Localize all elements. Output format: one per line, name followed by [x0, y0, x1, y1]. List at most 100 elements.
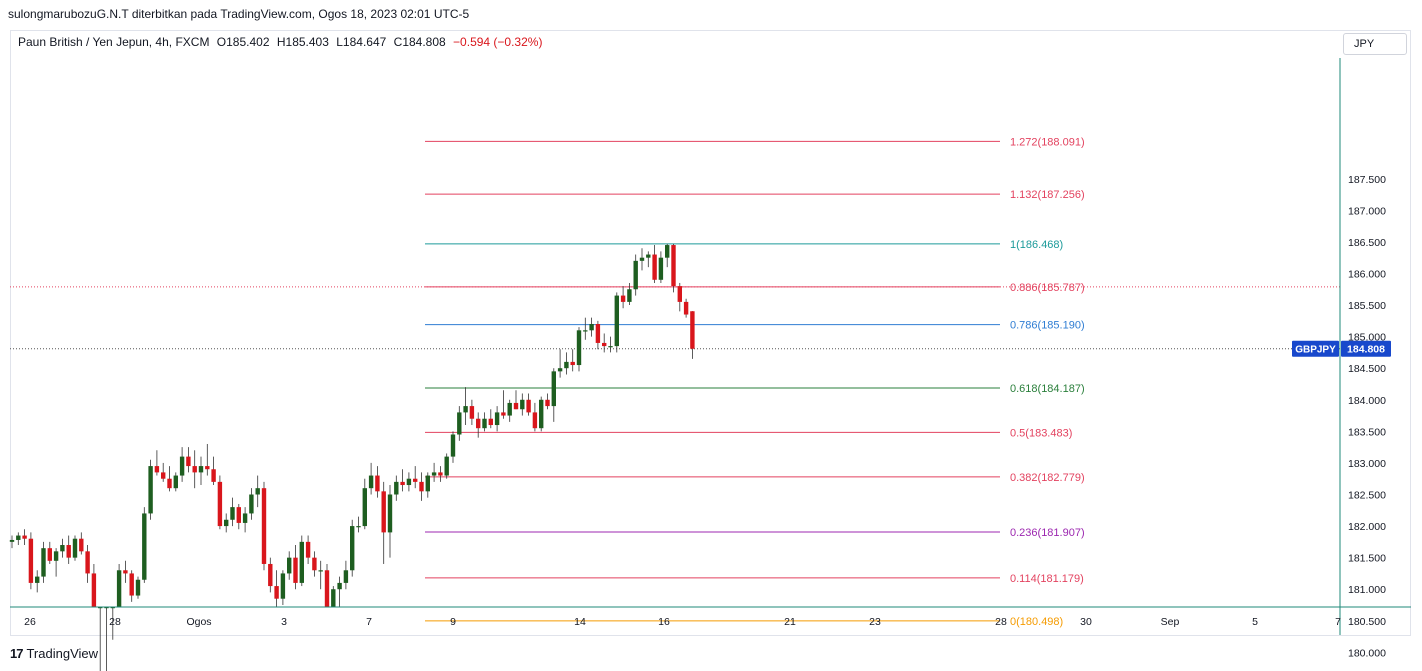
- candle-body: [173, 475, 178, 489]
- candle-body: [47, 548, 52, 561]
- candle-body: [35, 576, 40, 583]
- fib-level-0.618: 0.618(184.187): [425, 383, 1085, 395]
- candle: [463, 387, 468, 426]
- fib-label: 1.272(188.091): [1010, 136, 1085, 148]
- candle-body: [526, 399, 531, 413]
- candle-body: [413, 478, 418, 482]
- tradingview-logo[interactable]: 17 TradingView: [10, 646, 98, 661]
- candle: [683, 298, 689, 318]
- candle: [312, 551, 317, 577]
- candle: [343, 560, 349, 590]
- fib-level-1.272: 1.272(188.091): [425, 136, 1085, 148]
- candle-body: [72, 538, 78, 558]
- candle: [72, 535, 78, 561]
- candle: [356, 516, 361, 533]
- time-tick-label: Sep: [1161, 616, 1180, 628]
- candle-body: [387, 494, 393, 533]
- price-tick-label: 187.000: [1348, 205, 1386, 217]
- candle-body: [576, 330, 582, 366]
- candle: [375, 466, 380, 498]
- candle: [576, 327, 582, 372]
- price-tick-label: 183.000: [1348, 458, 1386, 470]
- candle-body: [274, 586, 279, 599]
- candle-body: [186, 456, 191, 467]
- time-tick-label: 21: [784, 616, 796, 628]
- candle-body: [268, 563, 273, 587]
- price-lines: [10, 286, 1340, 350]
- currency-selector[interactable]: JPY: [1343, 33, 1407, 55]
- candle: [217, 475, 223, 530]
- fibonacci-retracement[interactable]: 1.272(188.091) 1.132(187.256) 1(186.468) 0.…: [425, 136, 1085, 628]
- candle-body: [450, 434, 456, 457]
- candle-body: [671, 245, 676, 287]
- candle-body: [431, 472, 437, 476]
- candle-body: [123, 570, 128, 574]
- candle-body: [539, 399, 544, 429]
- candle: [255, 475, 260, 508]
- candle: [438, 466, 443, 482]
- fib-label: 0.114(181.179): [1010, 573, 1084, 585]
- candle-body: [167, 478, 172, 489]
- candle-body: [444, 456, 449, 476]
- candle-body: [665, 245, 670, 258]
- candle-body: [545, 399, 550, 407]
- time-tick-label: 9: [450, 616, 456, 628]
- symbol-name: Paun British / Yen Jepun, 4h, FXCM: [18, 35, 210, 49]
- time-tick-label: 28: [109, 616, 121, 628]
- candle: [305, 535, 311, 564]
- candle-body: [457, 412, 462, 435]
- candle: [545, 393, 550, 410]
- candle-body: [394, 481, 399, 495]
- chart-frame[interactable]: [10, 30, 1411, 636]
- candle-body: [614, 295, 619, 347]
- candle-body: [494, 412, 500, 426]
- price-tick-label: 185.000: [1348, 332, 1386, 344]
- published-by-text: sulongmarubozuG.N.T diterbitkan pada Tra…: [8, 7, 470, 21]
- candle: [633, 254, 638, 296]
- candle: [677, 282, 682, 312]
- price-axis[interactable]: 179.500180.000180.500181.000181.500182.0…: [1339, 58, 1386, 671]
- candle-body: [318, 570, 323, 572]
- candle: [532, 402, 538, 432]
- fib-label: 0.236(181.907): [1010, 527, 1085, 539]
- candle-body: [305, 541, 311, 558]
- price-tick-label: 180.000: [1348, 647, 1386, 659]
- time-axis[interactable]: 26 28 Ogos 3 7 9 14 16 21 23 28 30 Sep 5 7: [10, 606, 1411, 628]
- candle: [91, 563, 97, 607]
- candle-body: [331, 589, 336, 607]
- candle: [350, 519, 355, 577]
- candle-body: [677, 286, 682, 302]
- candle: [28, 532, 34, 590]
- candle: [9, 535, 15, 549]
- candle: [142, 507, 147, 583]
- candle: [450, 431, 456, 463]
- candle-body: [362, 488, 367, 527]
- candle: [186, 447, 191, 473]
- candle: [639, 248, 645, 271]
- candle: [488, 409, 493, 429]
- price-badge-label: 184.808: [1347, 344, 1385, 356]
- candle-body: [356, 526, 361, 528]
- candle-body: [142, 513, 147, 580]
- candle: [123, 560, 128, 583]
- candle: [513, 390, 519, 410]
- fib-label: 0.786(185.190): [1010, 320, 1085, 332]
- candle-body: [192, 466, 197, 473]
- candle-body: [690, 311, 695, 349]
- candle-body: [419, 481, 424, 492]
- candle-body: [154, 466, 160, 473]
- candle-body: [85, 551, 90, 574]
- candle: [627, 282, 632, 306]
- candle-body: [507, 402, 512, 416]
- candle-body: [16, 535, 21, 540]
- candle: [444, 453, 449, 479]
- candle: [66, 535, 71, 564]
- candle: [35, 570, 40, 593]
- candle-body: [224, 519, 229, 527]
- candle: [608, 336, 613, 353]
- fib-level-1.132: 1.132(187.256): [425, 189, 1085, 201]
- candle: [501, 390, 506, 419]
- fib-level-0.236: 0.236(181.907): [425, 527, 1085, 539]
- symbol-badge-label: GBPJPY: [1295, 345, 1336, 356]
